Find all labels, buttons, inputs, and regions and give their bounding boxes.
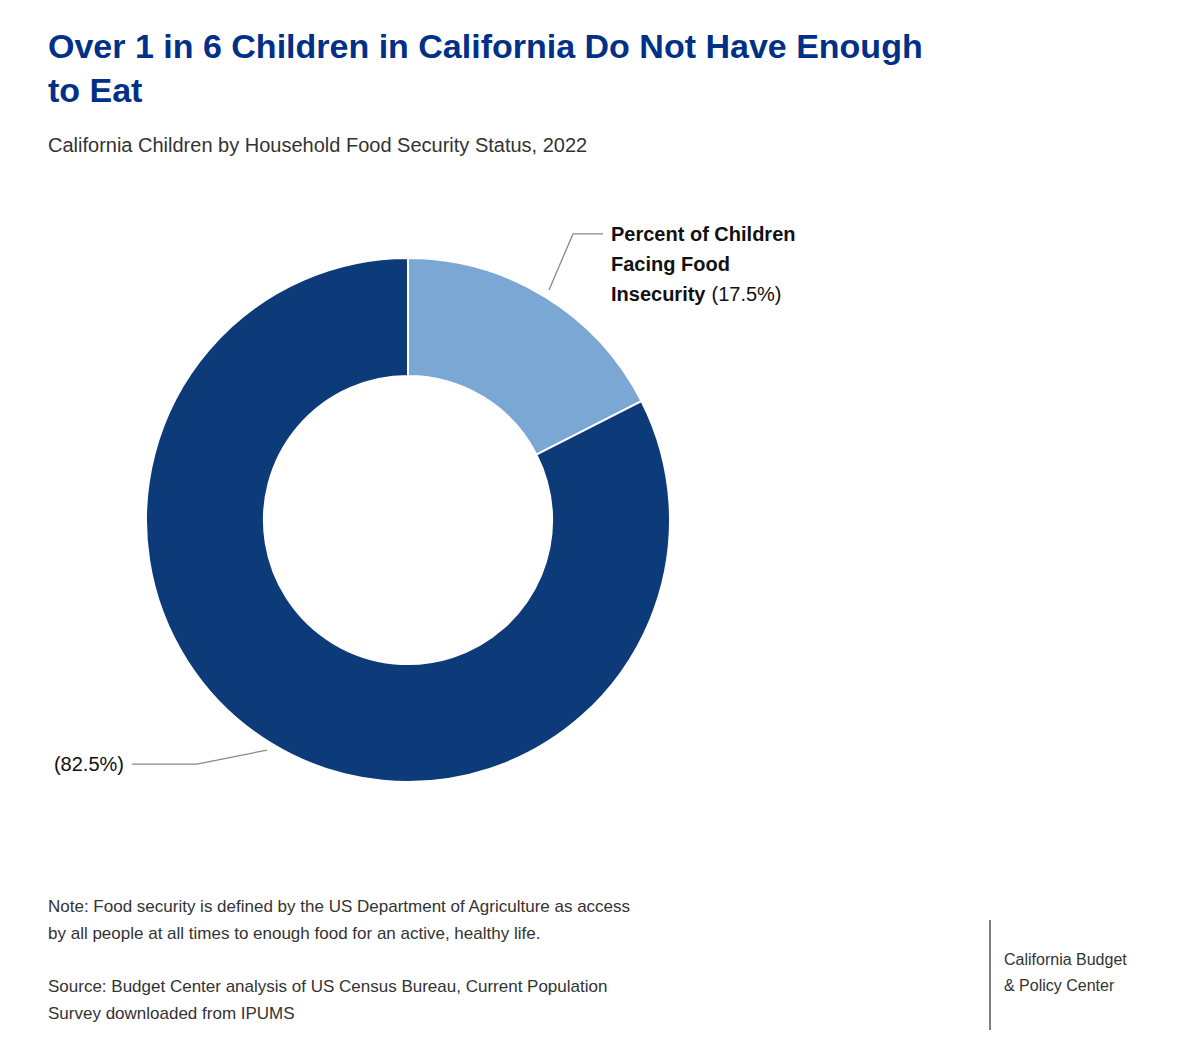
note-line: by all people at all times to enough foo… [48, 924, 540, 943]
background [0, 0, 1200, 1047]
labels: Percent of Children Facing Food Insecurity… [54, 223, 796, 775]
subtitle: California Children by Household Food Se… [48, 134, 587, 156]
slices [146, 258, 670, 782]
note: Source: Budget Center analysis of US Cen… [48, 977, 607, 1023]
logo-text-line: California Budget [1004, 951, 1127, 968]
logo-text-line: & Policy Center [1004, 977, 1115, 994]
category-label-line: Insecurity [611, 283, 706, 305]
title: Over 1 in 6 Children in California Do No… [48, 27, 923, 109]
note-line: Source: Budget Center analysis of US Cen… [48, 977, 607, 996]
leader-line [132, 750, 267, 764]
note-line: Note: Food security is defined by the US… [48, 897, 630, 916]
slice [146, 258, 670, 782]
title-line: Over 1 in 6 Children in California Do No… [48, 27, 923, 65]
category-label-line: Percent of Children [611, 223, 795, 245]
logo-text: California Budget & Policy Center [1004, 951, 1127, 994]
chart: Over 1 in 6 Children in California Do No… [0, 0, 1200, 1047]
data-label: (82.5%) [54, 753, 124, 775]
note: Note: Food security is defined by the US… [48, 897, 630, 943]
title-line: to Eat [48, 71, 142, 109]
category-label-line: Facing Food [611, 253, 730, 275]
note-line: Survey downloaded from IPUMS [48, 1004, 295, 1023]
leader-line [549, 234, 603, 290]
logo-separator [989, 920, 991, 1030]
data-label: (17.5%) [711, 283, 781, 305]
category-label: Percent of Children Facing Food Insecurity [611, 223, 795, 305]
